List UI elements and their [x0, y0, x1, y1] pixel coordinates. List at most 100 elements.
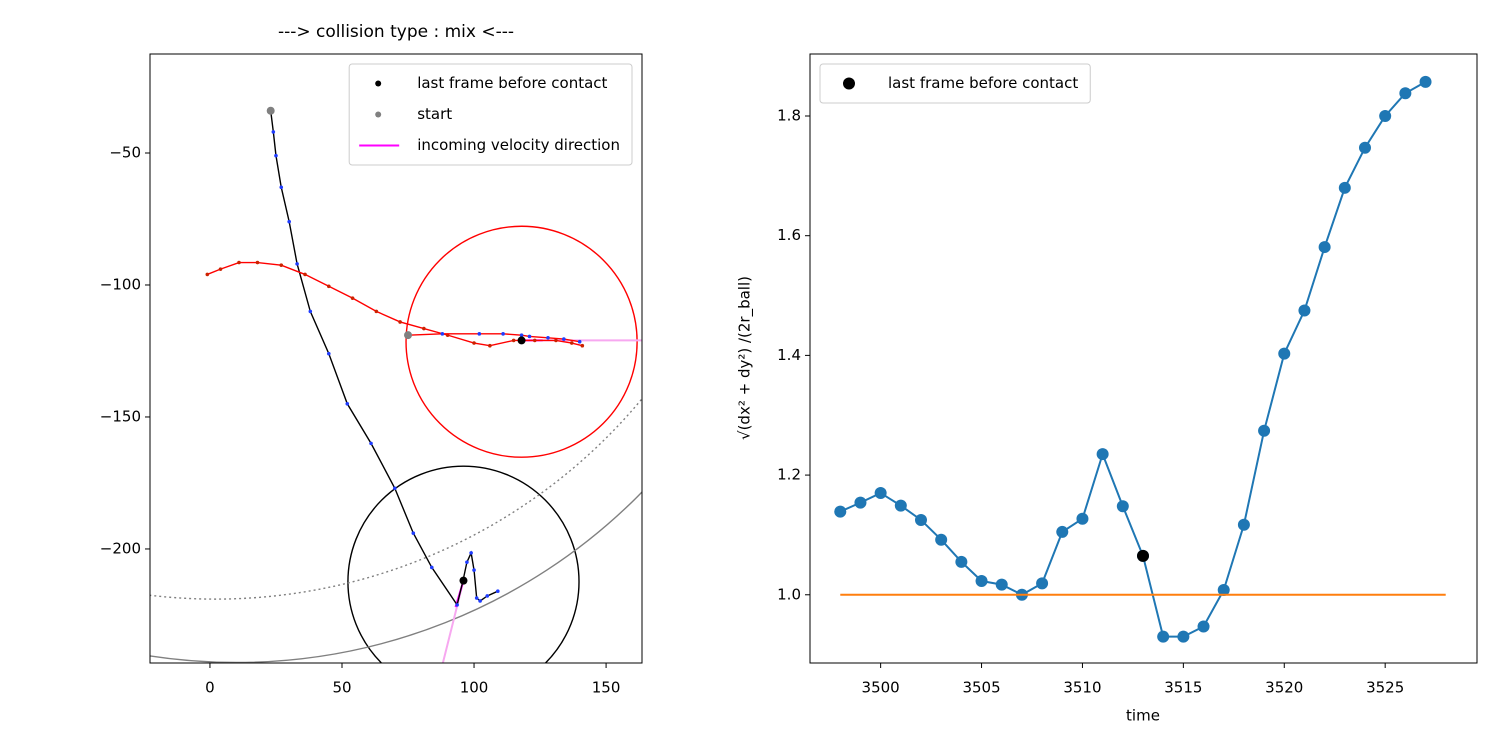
- marker: [569, 341, 574, 345]
- legend-label: incoming velocity direction: [417, 136, 620, 154]
- x-tick-label: 50: [332, 679, 351, 697]
- marker: [519, 333, 524, 337]
- y-tick-label: 1.6: [777, 226, 801, 244]
- marker: [1237, 518, 1250, 531]
- marker: [1419, 75, 1432, 88]
- x-tick-label: 3505: [962, 679, 1000, 697]
- plot-area: [150, 106, 642, 663]
- marker: [1056, 525, 1069, 538]
- marker: [287, 219, 291, 224]
- axes-frame: [149, 53, 643, 664]
- legend-box: [819, 63, 1091, 104]
- marker: [237, 260, 241, 265]
- marker: [1379, 110, 1392, 123]
- legend-marker: [843, 77, 855, 90]
- chart-title: ---> collision type : mix <---: [278, 22, 514, 42]
- marker: [914, 513, 927, 526]
- marker: [1116, 500, 1129, 513]
- marker: [271, 130, 276, 134]
- marker: [326, 351, 331, 356]
- marker: [398, 320, 402, 324]
- x-axis-label: time: [1126, 707, 1160, 725]
- marker: [955, 555, 968, 568]
- marker: [429, 565, 434, 570]
- marker: [303, 272, 307, 277]
- y-tick-label: 1.4: [777, 346, 801, 364]
- circle: [150, 490, 642, 663]
- circle: [405, 225, 638, 458]
- marker: [472, 341, 476, 345]
- series-line: [269, 110, 499, 607]
- marker: [496, 589, 500, 593]
- marker: [580, 343, 585, 348]
- marker: [501, 332, 505, 336]
- marker: [511, 338, 516, 343]
- marker: [1318, 241, 1331, 254]
- marker: [345, 401, 350, 406]
- marker: [1036, 577, 1049, 590]
- marker: [1096, 448, 1109, 461]
- y-tick-label: −200: [100, 539, 141, 557]
- marker: [1358, 141, 1371, 154]
- marker: [1278, 347, 1291, 360]
- marker: [411, 531, 416, 535]
- marker: [854, 496, 867, 509]
- legend: last frame before contact start incoming v…: [348, 63, 633, 166]
- legend-label: start: [417, 105, 452, 123]
- point: [459, 576, 468, 585]
- marker: [393, 486, 397, 491]
- circle: [347, 465, 580, 663]
- marker: [308, 309, 313, 314]
- marker: [488, 343, 492, 348]
- marker: [935, 533, 948, 546]
- marker: [834, 505, 847, 518]
- y-tick-label: 1.2: [777, 466, 801, 484]
- marker: [995, 578, 1008, 591]
- x-tick-label: 3510: [1063, 679, 1101, 697]
- marker: [369, 441, 373, 446]
- x-tick-label: 150: [592, 679, 621, 697]
- marker: [874, 487, 887, 500]
- y-tick-label: −100: [100, 275, 141, 293]
- point: [266, 106, 275, 115]
- x-tick-label: 3525: [1366, 679, 1404, 697]
- marker: [1157, 630, 1170, 643]
- marker: [478, 599, 482, 603]
- marker: [474, 596, 479, 600]
- x-tick-label: 0: [205, 679, 215, 697]
- y-tick-label: −150: [100, 407, 141, 425]
- marker: [1399, 87, 1412, 100]
- marker: [485, 594, 490, 598]
- point: [517, 336, 526, 345]
- marker: [577, 339, 582, 344]
- x-tick-label: 3515: [1164, 679, 1202, 697]
- marker: [255, 260, 260, 265]
- marker: [218, 267, 223, 271]
- plot-area: [834, 75, 1446, 643]
- marker: [1258, 424, 1271, 437]
- marker: [326, 284, 331, 289]
- marker: [440, 332, 445, 336]
- point: [1136, 549, 1149, 562]
- marker: [205, 272, 210, 277]
- marker: [350, 296, 355, 300]
- legend-label: last frame before contact: [888, 74, 1078, 92]
- marker: [1177, 630, 1190, 643]
- marker: [279, 185, 284, 190]
- marker: [374, 309, 379, 314]
- marker: [527, 334, 532, 339]
- marker: [422, 326, 426, 331]
- marker: [472, 568, 476, 572]
- marker: [455, 603, 459, 607]
- marker: [532, 338, 537, 343]
- marker: [975, 575, 988, 588]
- marker: [1298, 304, 1311, 317]
- marker: [465, 560, 469, 564]
- circle: [150, 397, 642, 600]
- marker: [554, 338, 558, 343]
- x-tick-label: 100: [460, 679, 489, 697]
- marker: [1338, 181, 1351, 194]
- marker: [562, 337, 566, 341]
